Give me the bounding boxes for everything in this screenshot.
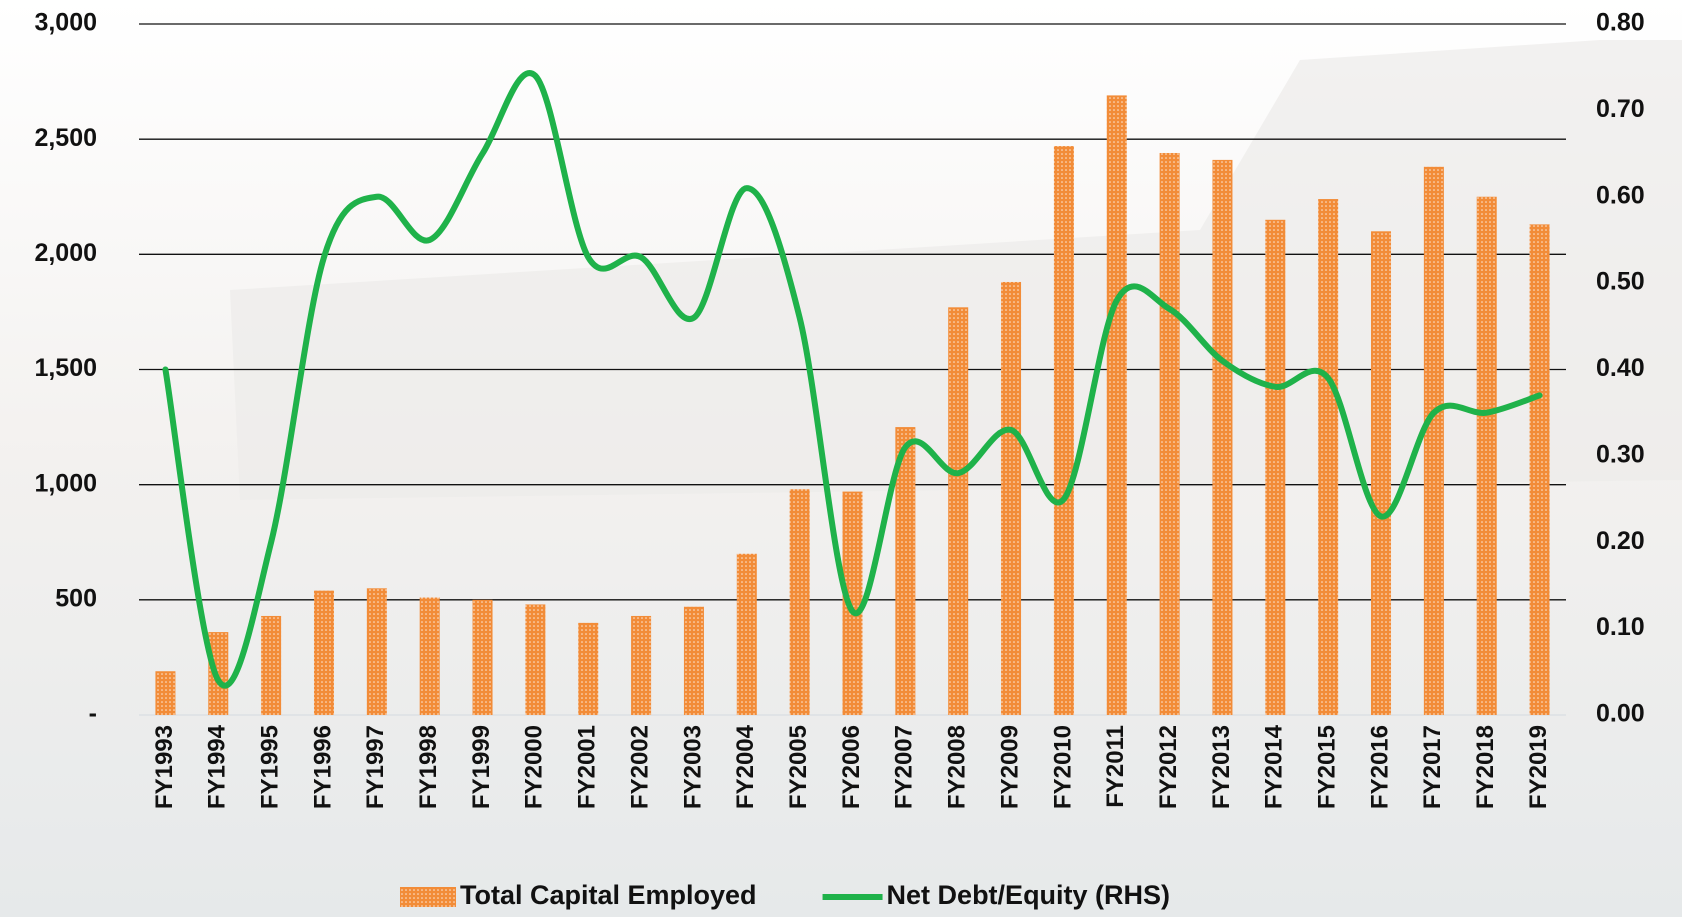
- bar: [1053, 146, 1074, 715]
- y2-tick-label: 0.50: [1596, 268, 1645, 296]
- x-tick-label: FY1998: [415, 725, 442, 809]
- x-tick-label: FY1996: [309, 725, 336, 809]
- y2-tick-label: 0.00: [1596, 700, 1645, 728]
- legend-label: Net Debt/Equity (RHS): [887, 880, 1171, 910]
- y2-tick-label: 0.10: [1596, 613, 1645, 641]
- bar: [948, 307, 969, 715]
- bar: [736, 553, 757, 715]
- bar: [895, 427, 916, 715]
- bar: [1159, 152, 1180, 715]
- x-tick-label: FY1999: [468, 725, 495, 809]
- x-tick-label: FY1995: [256, 725, 283, 809]
- x-tick-label: FY2001: [574, 725, 601, 809]
- y2-tick-label: 0.80: [1596, 9, 1645, 37]
- bar: [313, 590, 334, 715]
- y2-tick-label: 0.70: [1596, 95, 1645, 123]
- x-tick-label: FY2015: [1314, 725, 1341, 809]
- x-tick-label: FY1994: [204, 724, 231, 809]
- bar: [1265, 219, 1286, 716]
- legend-swatch: [400, 887, 456, 907]
- y-tick-label: 3,000: [34, 9, 97, 37]
- x-tick-label: FY1993: [151, 725, 178, 809]
- x-tick-label: FY2018: [1472, 725, 1499, 809]
- x-tick-label: FY2014: [1261, 724, 1288, 809]
- x-tick-label: FY2011: [1102, 725, 1129, 808]
- line: [162, 70, 1543, 689]
- bar: [1423, 166, 1444, 716]
- bar: [1371, 231, 1392, 716]
- bar: [155, 671, 176, 715]
- x-tick-label: FY2013: [1208, 725, 1235, 809]
- y2-tick-label: 0.60: [1596, 181, 1645, 209]
- bar: [525, 604, 546, 715]
- bar: [472, 599, 493, 715]
- bar: [842, 491, 863, 715]
- bar: [1529, 224, 1550, 715]
- y2-tick-label: 0.30: [1596, 440, 1645, 468]
- y-tick-label: 1,500: [34, 354, 97, 382]
- bar: [1318, 199, 1339, 715]
- bar: [789, 489, 810, 715]
- y2-tick-label: 0.20: [1596, 527, 1645, 555]
- x-tick-label: FY2007: [891, 725, 918, 809]
- bar: [419, 597, 440, 715]
- bar: [261, 615, 282, 715]
- y2-tick-label: 0.40: [1596, 354, 1645, 382]
- x-tick-label: FY2008: [944, 725, 971, 809]
- y-tick-label: 1,000: [34, 469, 97, 497]
- legend-label: Total Capital Employed: [460, 880, 757, 910]
- bar: [1106, 95, 1127, 716]
- x-tick-label: FY2009: [996, 725, 1023, 809]
- x-tick-label: FY2017: [1419, 725, 1446, 809]
- y-tick-label: 2,000: [34, 239, 97, 267]
- x-tick-label: FY2012: [1155, 725, 1182, 809]
- bar: [1476, 196, 1497, 715]
- bar: [1212, 159, 1233, 715]
- bar: [683, 606, 704, 715]
- bar: [366, 588, 387, 715]
- x-tick-label: FY2006: [838, 725, 865, 809]
- x-tick-label: FY2002: [626, 725, 653, 809]
- x-tick-label: FY2005: [785, 725, 812, 809]
- x-tick-label: FY2019: [1525, 725, 1552, 809]
- x-tick-label: FY2003: [679, 725, 706, 809]
- y-tick-label: 2,500: [34, 124, 97, 152]
- x-tick-label: FY2004: [732, 724, 759, 809]
- x-tick-label: FY1997: [362, 725, 389, 809]
- bar: [1001, 281, 1022, 715]
- bar: [631, 615, 652, 715]
- x-tick-label: FY2016: [1366, 725, 1393, 809]
- x-tick-label: FY2010: [1049, 725, 1076, 809]
- bar: [578, 622, 599, 715]
- y-tick-label: 500: [55, 584, 97, 612]
- y-tick-label: -: [89, 700, 97, 728]
- x-tick-label: FY2000: [521, 725, 548, 809]
